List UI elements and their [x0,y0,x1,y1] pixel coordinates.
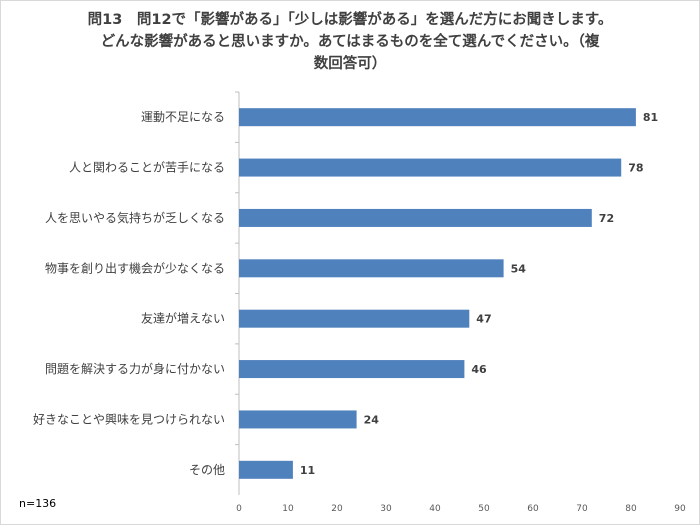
x-tick-label-6: 60 [527,504,539,514]
x-tick-label-0: 0 [236,504,242,514]
chart-title-line-2: どんな影響があると思いますか。あてはまるものを全て選んでください。（複 [100,34,600,50]
category-label-7: その他 [189,463,225,477]
x-tick-label-8: 80 [625,504,637,514]
category-label-5: 問題を解決する力が身に付かない [45,361,225,376]
chart-title-line-3: 数回答可） [313,56,387,72]
bar-1 [239,158,622,177]
value-label-3: 54 [511,262,527,275]
chart-title-line-1: 問13 問12で「影響がある」「少しは影響がある」を選んだ方にお聞きします。 [87,12,613,28]
chart-title: 問13 問12で「影響がある」「少しは影響がある」を選んだ方にお聞きします。 ど… [40,9,660,75]
category-label-2: 人を思いやる気持ちが乏しくなる [45,210,225,225]
x-tick-label-3: 30 [380,504,392,514]
bar-6 [239,410,357,429]
x-tick-label-2: 20 [331,504,343,514]
bar-0 [239,108,636,127]
x-tick-label-9: 90 [674,504,686,514]
x-tick-label-5: 50 [478,504,490,514]
category-label-0: 運動不足になる [141,110,225,124]
value-label-7: 11 [300,464,315,477]
sample-size-note: n=136 [19,497,57,510]
bar-5 [239,360,465,379]
bar-7 [239,460,293,479]
category-label-3: 物事を創り出す機会が少なくなる [45,260,225,275]
category-label-4: 友達が増えない [141,311,225,326]
value-label-2: 72 [599,212,614,225]
category-label-6: 好きなことや興味を見つけられない [33,412,225,426]
value-label-6: 24 [364,413,380,426]
value-label-5: 46 [471,363,487,376]
x-tick-label-1: 10 [282,504,294,514]
bar-2 [239,208,592,227]
bar-3 [239,259,504,278]
value-label-0: 81 [643,111,658,124]
value-label-1: 78 [628,162,643,175]
value-label-4: 47 [476,313,491,326]
x-tick-label-4: 40 [429,504,441,514]
x-tick-label-7: 70 [576,504,588,514]
bar-4 [239,309,470,328]
category-label-1: 人と関わることが苦手になる [69,160,225,175]
